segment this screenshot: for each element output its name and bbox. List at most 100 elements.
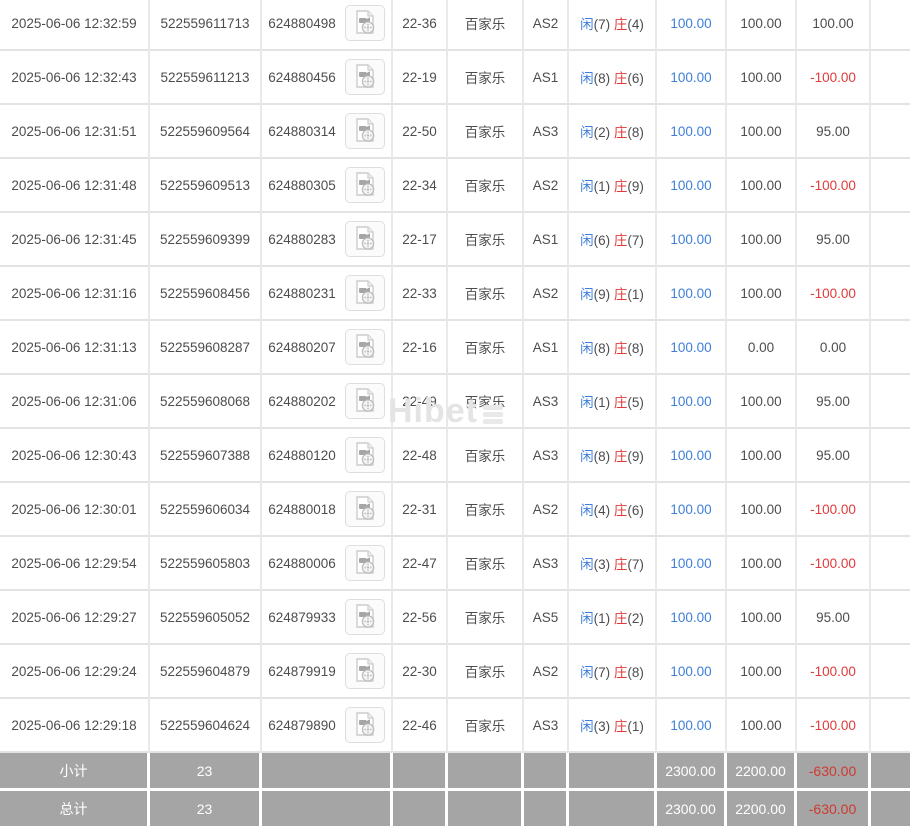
banker-label: 庄	[613, 611, 628, 626]
order-id: 522559611713	[150, 0, 262, 51]
banker-label: 庄	[613, 557, 628, 572]
table-number: 22-36	[393, 0, 448, 51]
video-file-icon	[352, 63, 378, 92]
empty-cell	[871, 51, 910, 105]
order-id: 522559608456	[150, 267, 262, 321]
game-name: 百家乐	[448, 213, 524, 267]
game-name: 百家乐	[448, 537, 524, 591]
order-id: 522559609399	[150, 213, 262, 267]
video-file-icon	[352, 495, 378, 524]
total-label: 总计	[0, 791, 150, 826]
room-code: AS2	[524, 267, 569, 321]
player-points: (7)	[593, 17, 611, 32]
player-points: (8)	[593, 71, 611, 86]
video-replay-button[interactable]	[344, 167, 385, 203]
win-loss: -100.00	[797, 483, 871, 537]
game-result: 闲(8) 庄(6)	[569, 51, 657, 105]
video-replay-button[interactable]	[344, 491, 385, 527]
banker-points: (5)	[627, 395, 644, 410]
bet-amount-link[interactable]: 100.00	[657, 159, 727, 213]
bet-amount-link[interactable]: 100.00	[657, 0, 727, 51]
bet-amount-link[interactable]: 100.00	[657, 591, 727, 645]
banker-points: (8)	[627, 341, 644, 356]
empty-cell	[871, 267, 910, 321]
valid-amount: 0.00	[727, 321, 797, 375]
win-loss: -100.00	[797, 645, 871, 699]
total-valid-amount: 2200.00	[727, 791, 797, 826]
bet-amount-link[interactable]: 100.00	[657, 699, 727, 753]
bet-time: 2025-06-06 12:29:27	[0, 591, 150, 645]
bet-amount-link[interactable]: 100.00	[657, 51, 727, 105]
bet-amount-link[interactable]: 100.00	[657, 645, 727, 699]
bet-time: 2025-06-06 12:29:24	[0, 645, 150, 699]
footer-empty-cell	[448, 753, 524, 791]
total-winloss: -630.00	[797, 791, 871, 826]
bet-amount-link[interactable]: 100.00	[657, 321, 727, 375]
win-loss: -100.00	[797, 159, 871, 213]
footer-empty-cell	[871, 791, 910, 826]
video-replay-button[interactable]	[344, 437, 385, 473]
video-replay-button[interactable]	[344, 221, 385, 257]
video-replay-button[interactable]	[344, 599, 385, 635]
table-number: 22-50	[393, 105, 448, 159]
footer-empty-cell	[448, 791, 524, 826]
game-name: 百家乐	[448, 429, 524, 483]
player-label: 闲	[580, 449, 594, 464]
table-number: 22-16	[393, 321, 448, 375]
bet-amount-link[interactable]: 100.00	[657, 429, 727, 483]
bet-time: 2025-06-06 12:32:59	[0, 0, 150, 51]
table-row: 2025-06-06 12:29:24 522559604879 6248799…	[0, 645, 910, 699]
bet-amount-link[interactable]: 100.00	[657, 537, 727, 591]
empty-cell	[871, 645, 910, 699]
total-row: 总计 23 2300.00 2200.00 -630.00	[0, 791, 910, 826]
subtotal-label: 小计	[0, 753, 150, 791]
player-label: 闲	[580, 611, 594, 626]
video-replay-button[interactable]	[344, 329, 385, 365]
table-row: 2025-06-06 12:29:18 522559604624 6248798…	[0, 699, 910, 753]
round-id: 624880202	[268, 393, 336, 409]
video-replay-button[interactable]	[344, 383, 385, 419]
room-code: AS3	[524, 375, 569, 429]
win-loss: -100.00	[797, 51, 871, 105]
valid-amount: 100.00	[727, 537, 797, 591]
video-replay-button[interactable]	[344, 653, 385, 689]
banker-points: (1)	[627, 287, 644, 302]
banker-label: 庄	[613, 665, 628, 680]
table-number: 22-46	[393, 699, 448, 753]
banker-points: (7)	[627, 557, 644, 572]
video-replay-button[interactable]	[344, 707, 385, 743]
bet-amount-link[interactable]: 100.00	[657, 483, 727, 537]
room-code: AS2	[524, 483, 569, 537]
banker-label: 庄	[613, 17, 628, 32]
footer-empty-cell	[569, 753, 657, 791]
banker-points: (6)	[627, 503, 644, 518]
room-code: AS3	[524, 105, 569, 159]
game-result: 闲(8) 庄(9)	[569, 429, 657, 483]
video-replay-button[interactable]	[344, 113, 385, 149]
player-label: 闲	[580, 395, 594, 410]
video-replay-button[interactable]	[344, 545, 385, 581]
room-code: AS3	[524, 699, 569, 753]
valid-amount: 100.00	[727, 159, 797, 213]
footer-empty-cell	[524, 753, 569, 791]
video-replay-button[interactable]	[344, 59, 385, 95]
video-replay-button[interactable]	[344, 5, 385, 41]
subtotal-row: 小计 23 2300.00 2200.00 -630.00	[0, 753, 910, 791]
round-id: 624880456	[268, 69, 336, 85]
subtotal-valid-amount: 2200.00	[727, 753, 797, 791]
order-id: 522559607388	[150, 429, 262, 483]
player-points: (8)	[593, 449, 611, 464]
bet-amount-link[interactable]: 100.00	[657, 105, 727, 159]
valid-amount: 100.00	[727, 591, 797, 645]
bet-amount-link[interactable]: 100.00	[657, 213, 727, 267]
empty-cell	[871, 321, 910, 375]
valid-amount: 100.00	[727, 267, 797, 321]
bet-time: 2025-06-06 12:31:48	[0, 159, 150, 213]
bet-amount-link[interactable]: 100.00	[657, 375, 727, 429]
video-replay-button[interactable]	[344, 275, 385, 311]
banker-label: 庄	[613, 449, 628, 464]
game-result: 闲(2) 庄(8)	[569, 105, 657, 159]
bet-amount-link[interactable]: 100.00	[657, 267, 727, 321]
empty-cell	[871, 591, 910, 645]
